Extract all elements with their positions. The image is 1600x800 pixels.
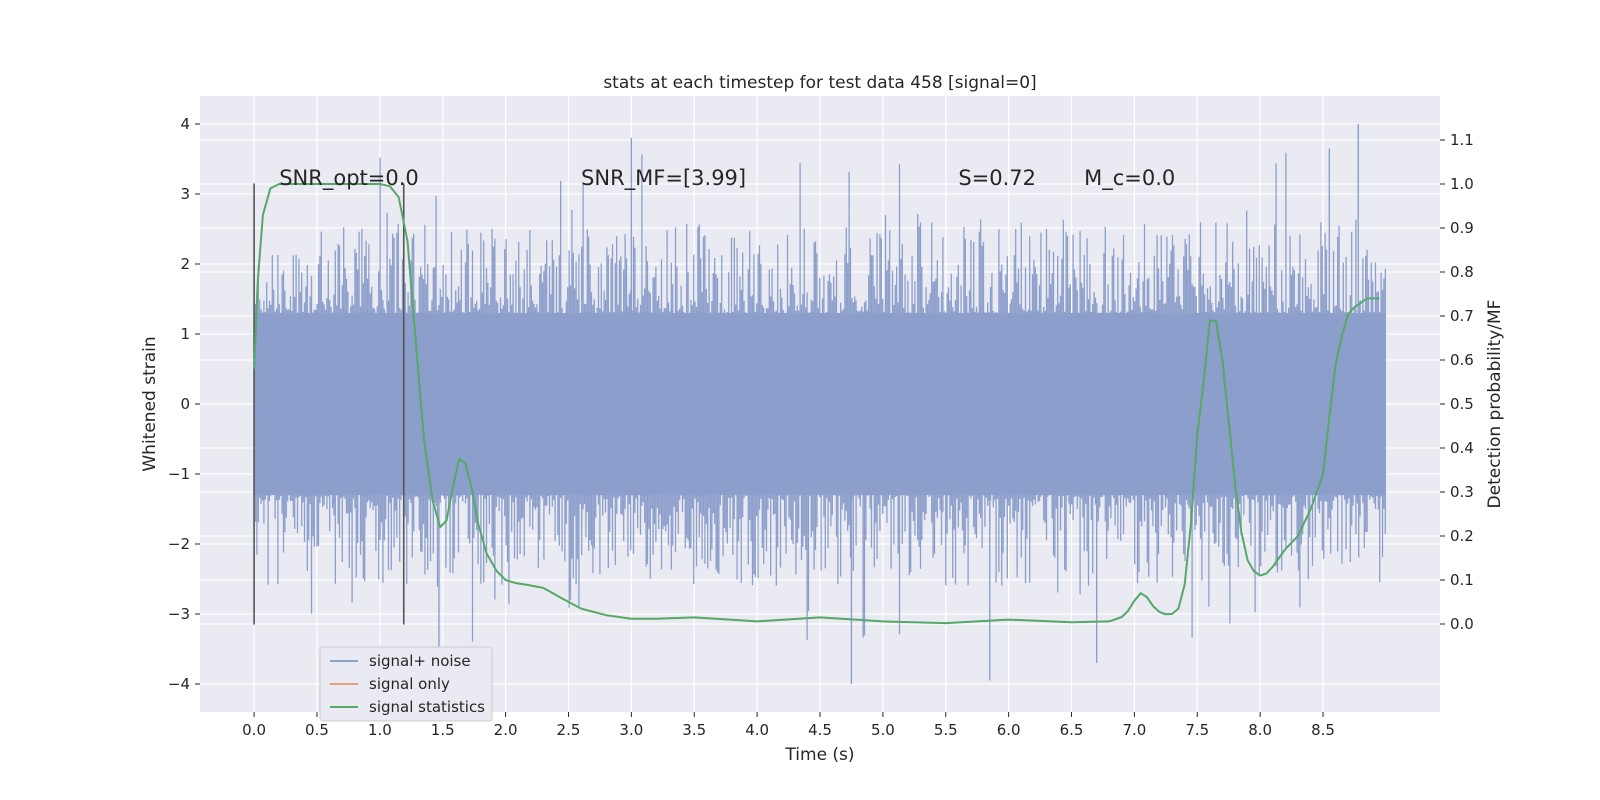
series-signal-plus-noise [253, 124, 1386, 684]
x-tick-label-5: 2.5 [557, 721, 581, 739]
x-tick-label-8: 4.0 [745, 721, 769, 739]
x-tick-label-14: 7.0 [1122, 721, 1146, 739]
x-tick-label-1: 0.5 [305, 721, 329, 739]
x-tick-label-0: 0.0 [242, 721, 266, 739]
right-y-tick-label-2: 0.2 [1450, 527, 1474, 545]
y-tick-label-1: −3 [168, 605, 190, 623]
right-y-tick-label-0: 0.0 [1450, 615, 1474, 633]
x-tick-label-10: 5.0 [871, 721, 895, 739]
x-tick-label-11: 5.5 [934, 721, 958, 739]
x-tick-label-15: 7.5 [1185, 721, 1209, 739]
x-tick-label-6: 3.0 [619, 721, 643, 739]
right-y-tick-label-5: 0.5 [1450, 395, 1474, 413]
legend: signal+ noise signal only signal statist… [319, 646, 493, 722]
x-tick-label-4: 2.0 [494, 721, 518, 739]
x-tick-label-17: 8.5 [1311, 721, 1335, 739]
y-tick-label-4: 0 [180, 395, 190, 413]
y-axis-ticks: −4 −3 −2 −1 0 1 2 3 4 [168, 115, 200, 693]
legend-label-signal-statistics: signal statistics [369, 698, 485, 716]
x-tick-label-7: 3.5 [682, 721, 706, 739]
x-tick-label-9: 4.5 [808, 721, 832, 739]
right-y-tick-label-6: 0.6 [1450, 351, 1474, 369]
right-y-tick-label-10: 1.0 [1450, 175, 1474, 193]
legend-box [319, 646, 493, 722]
x-tick-label-2: 1.0 [368, 721, 392, 739]
annotation-s-stat: S=0.72 [958, 166, 1036, 190]
x-tick-label-16: 8.0 [1248, 721, 1272, 739]
x-axis-ticks: 0.0 0.5 1.0 1.5 2.0 2.5 3.0 3.5 4.0 4.5 5.0 5.5 6.0 6… [242, 712, 1335, 739]
vertical-markers [253, 183, 405, 625]
y-tick-label-3: −1 [168, 465, 190, 483]
y-tick-label-5: 1 [180, 325, 190, 343]
annotations: SNR_opt=0.0 SNR_MF=[3.99] S=0.72 M_c=0.0 [279, 166, 1175, 191]
x-tick-label-3: 1.5 [431, 721, 455, 739]
y-tick-label-2: −2 [168, 535, 190, 553]
right-y-tick-label-7: 0.7 [1450, 307, 1474, 325]
right-y-axis-label: Detection probability/MF [1485, 300, 1505, 509]
x-tick-label-13: 6.5 [1060, 721, 1084, 739]
y-tick-label-0: −4 [168, 675, 190, 693]
signal-statistics-line [253, 183, 1380, 625]
annotation-snr-mf: SNR_MF=[3.99] [581, 166, 746, 191]
y-tick-label-8: 4 [180, 115, 190, 133]
y-tick-label-7: 3 [180, 185, 190, 203]
chart-title: stats at each timestep for test data 458… [603, 73, 1036, 93]
series-signal-statistics [253, 183, 1380, 625]
annotation-mc-stat: M_c=0.0 [1084, 166, 1175, 191]
right-y-tick-label-3: 0.3 [1450, 483, 1474, 501]
right-y-tick-label-11: 1.1 [1450, 131, 1474, 149]
y-tick-label-6: 2 [180, 255, 190, 273]
y-axis-label: Whitened strain [140, 336, 160, 471]
right-y-tick-label-8: 0.8 [1450, 263, 1474, 281]
legend-label-signal-only: signal only [369, 675, 450, 693]
right-y-axis-ticks: 0.0 0.1 0.2 0.3 0.4 0.5 0.6 0.7 0.8 0.9 1.0 1.1 [1440, 131, 1474, 633]
annotation-snr-opt: SNR_opt=0.0 [279, 166, 419, 191]
right-y-tick-label-9: 0.9 [1450, 219, 1474, 237]
x-axis-label: Time (s) [784, 745, 854, 765]
right-y-tick-label-1: 0.1 [1450, 571, 1474, 589]
x-tick-label-12: 6.0 [997, 721, 1021, 739]
right-y-tick-label-4: 0.4 [1450, 439, 1474, 457]
legend-label-signal-plus-noise: signal+ noise [369, 652, 471, 670]
